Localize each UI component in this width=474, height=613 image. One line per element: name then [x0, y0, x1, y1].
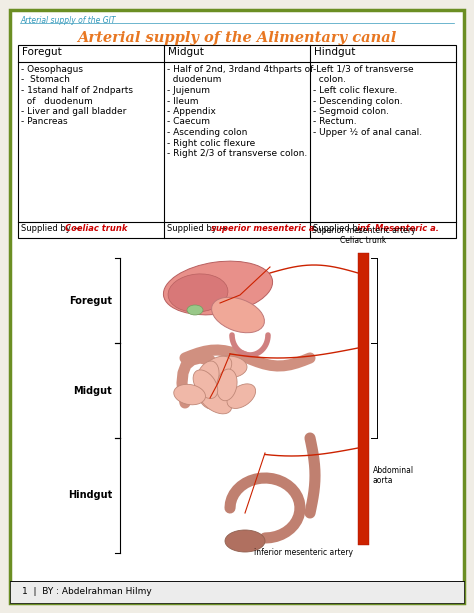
Text: - Half of 2nd, 3rdand 4thparts of: - Half of 2nd, 3rdand 4thparts of: [167, 65, 313, 74]
Ellipse shape: [199, 386, 232, 414]
Text: duodenum: duodenum: [167, 75, 221, 85]
Text: - 1stand half of 2ndparts: - 1stand half of 2ndparts: [21, 86, 133, 95]
Text: of   duodenum: of duodenum: [21, 96, 93, 105]
Ellipse shape: [195, 361, 219, 398]
Text: - Oesophagus: - Oesophagus: [21, 65, 83, 74]
Text: -  Stomach: - Stomach: [21, 75, 70, 85]
Text: Coeliac trunk: Coeliac trunk: [65, 224, 128, 233]
Ellipse shape: [227, 384, 255, 408]
Bar: [10, 581, 464, 603]
Text: - Appendix: - Appendix: [167, 107, 216, 116]
Ellipse shape: [168, 274, 228, 312]
Text: Celiac trunk: Celiac trunk: [340, 236, 387, 245]
Text: 1  |  BY : Abdelrahman Hilmy: 1 | BY : Abdelrahman Hilmy: [22, 587, 152, 596]
Text: superior mesenteric a.: superior mesenteric a.: [211, 224, 318, 233]
Ellipse shape: [217, 369, 237, 401]
Text: Midgut: Midgut: [168, 47, 204, 57]
Text: Foregut: Foregut: [22, 47, 62, 57]
Ellipse shape: [209, 356, 247, 378]
Text: - Descending colon.: - Descending colon.: [313, 96, 402, 105]
Text: Hindgut: Hindgut: [314, 47, 356, 57]
Text: colon.: colon.: [313, 75, 346, 85]
Ellipse shape: [225, 530, 265, 552]
Text: - Right 2/3 of transverse colon.: - Right 2/3 of transverse colon.: [167, 149, 307, 158]
Text: inferior mesenteric artery: inferior mesenteric artery: [254, 548, 353, 557]
Text: - Upper ½ of anal canal.: - Upper ½ of anal canal.: [313, 128, 422, 137]
Text: - Ascending colon: - Ascending colon: [167, 128, 247, 137]
Bar: [18, 45, 456, 238]
Text: - Right colic flexure: - Right colic flexure: [167, 139, 255, 148]
Text: - Caecum: - Caecum: [167, 118, 210, 126]
Text: Hindgut: Hindgut: [68, 490, 112, 500]
Text: - Segmoid colon.: - Segmoid colon.: [313, 107, 389, 116]
Text: -Left 1/3 of transverse: -Left 1/3 of transverse: [313, 65, 414, 74]
Text: - Liver and gall bladder: - Liver and gall bladder: [21, 107, 127, 116]
Text: - Jujenum: - Jujenum: [167, 86, 210, 95]
Text: Foregut: Foregut: [69, 295, 112, 305]
Ellipse shape: [187, 305, 203, 315]
Text: Arterial supply of the GIT: Arterial supply of the GIT: [20, 16, 116, 25]
Ellipse shape: [164, 261, 273, 315]
Text: Supplied by :: Supplied by :: [313, 224, 371, 233]
Text: Superior mesenteric artery: Superior mesenteric artery: [312, 226, 415, 235]
Ellipse shape: [195, 372, 219, 409]
Bar: [358, 253, 369, 545]
Text: - Pancreas: - Pancreas: [21, 118, 68, 126]
Ellipse shape: [211, 297, 264, 333]
Ellipse shape: [199, 356, 232, 385]
Text: Midgut: Midgut: [73, 386, 112, 395]
Text: Arterial supply of the Alimentary canal: Arterial supply of the Alimentary canal: [77, 31, 397, 45]
Text: inf. Mesenteric a.: inf. Mesenteric a.: [357, 224, 439, 233]
Text: Supplied by →: Supplied by →: [21, 224, 83, 233]
Text: - Left colic flexure.: - Left colic flexure.: [313, 86, 397, 95]
Text: Supplied by →: Supplied by →: [167, 224, 229, 233]
Ellipse shape: [174, 384, 205, 405]
Text: - Rectum.: - Rectum.: [313, 118, 356, 126]
Ellipse shape: [193, 370, 218, 398]
Text: Abdominal
aorta: Abdominal aorta: [373, 466, 414, 485]
Text: - Ileum: - Ileum: [167, 96, 199, 105]
